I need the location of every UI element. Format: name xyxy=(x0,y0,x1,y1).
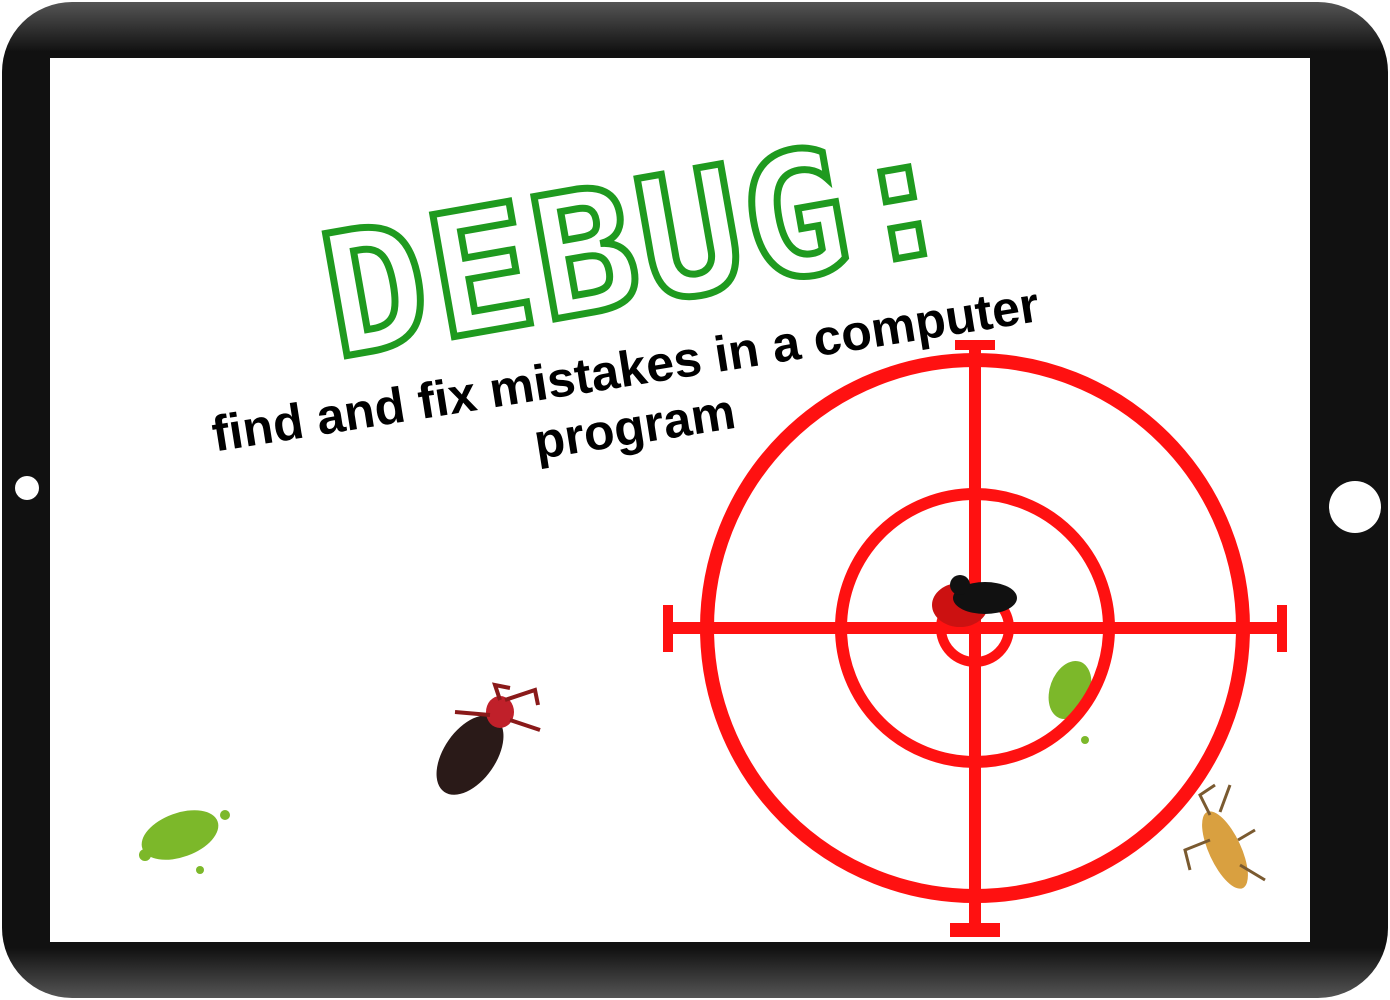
bug-head xyxy=(486,696,514,728)
bug-head xyxy=(950,575,970,595)
splat-drop xyxy=(1081,736,1089,744)
camera xyxy=(15,476,39,500)
bug-legs xyxy=(454,682,541,732)
splat-drop xyxy=(220,810,230,820)
bug-legs xyxy=(1183,783,1266,882)
bug-body xyxy=(436,715,504,795)
splat-drop xyxy=(139,849,151,861)
screen xyxy=(50,58,1310,942)
bug xyxy=(436,682,541,795)
splat-drop xyxy=(196,866,204,874)
bug-body xyxy=(1202,811,1248,889)
splat-blob xyxy=(141,810,219,860)
bug xyxy=(1183,783,1266,889)
home-button[interactable] xyxy=(1329,481,1381,533)
target-bug xyxy=(932,575,1017,627)
bug-body xyxy=(953,582,1017,614)
